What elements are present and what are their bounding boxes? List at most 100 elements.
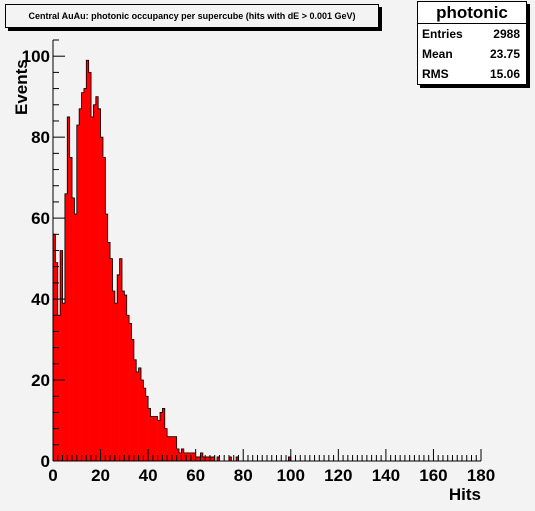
histogram-bin — [193, 452, 196, 461]
histogram-bin — [62, 303, 66, 461]
x-tick-label: 180 — [467, 466, 495, 485]
histogram-bin — [190, 452, 194, 461]
histogram-bin — [186, 452, 189, 461]
histogram-bin — [171, 436, 175, 461]
histogram-bin — [138, 367, 142, 461]
histogram-bin — [183, 452, 187, 461]
stats-mean-value: 23.75 — [489, 47, 520, 61]
histogram-bin — [124, 295, 128, 461]
histogram-bin — [79, 108, 82, 461]
x-tick-label: 120 — [324, 466, 352, 485]
histogram-bin — [145, 396, 149, 461]
stats-mean-label: Mean — [422, 47, 453, 61]
histogram-bin — [121, 290, 125, 461]
histogram-bin — [105, 214, 108, 461]
y-tick-label: 20 — [31, 371, 50, 390]
x-axis-ticks: 0 20 40 60 80 100 120 140 160 180 — [48, 449, 495, 485]
stats-entries-row: Entries 2988 — [418, 24, 526, 44]
histogram-bin — [69, 157, 73, 461]
histogram-bin — [93, 104, 97, 462]
histogram-bin — [176, 448, 180, 461]
histogram-bin — [212, 456, 215, 461]
histogram-bars — [52, 59, 481, 462]
histogram-bin — [150, 416, 154, 461]
histogram-bin — [205, 456, 208, 461]
histogram-bin — [155, 416, 158, 461]
histogram-bin — [72, 197, 75, 461]
stats-rms-row: RMS 15.06 — [418, 64, 526, 84]
histogram-bin — [98, 108, 101, 461]
x-tick-label: 100 — [277, 466, 305, 485]
histogram-bin — [76, 125, 80, 461]
histogram-bin — [200, 452, 204, 461]
histogram-bin — [228, 456, 232, 461]
histogram-bin — [169, 436, 173, 461]
x-tick-label: 20 — [91, 466, 110, 485]
histogram-bin — [107, 242, 111, 461]
histogram-bin — [60, 250, 63, 461]
histogram-bin — [114, 303, 118, 461]
histogram-bin — [57, 315, 61, 461]
chart-title-text: Central AuAu: photonic occupancy per sup… — [28, 11, 356, 21]
histogram-bin — [140, 380, 144, 461]
y-tick-label: 40 — [31, 290, 50, 309]
histogram-bin — [162, 408, 166, 461]
histogram-bin — [129, 323, 132, 461]
histogram-bin — [131, 339, 135, 461]
histogram-bin — [174, 436, 177, 461]
histogram-bin — [181, 448, 185, 461]
histogram-bin — [102, 157, 106, 461]
x-axis-label: Hits — [449, 485, 481, 504]
histogram-bin — [236, 456, 239, 461]
histogram-bin — [86, 60, 89, 461]
stats-mean-row: Mean 23.75 — [418, 44, 526, 64]
histogram-bin — [88, 72, 92, 461]
stats-rms-value: 15.06 — [489, 67, 520, 81]
histogram-bin — [136, 371, 139, 461]
histogram-bin — [119, 258, 123, 461]
histogram-bin — [112, 290, 116, 461]
histogram-bin — [167, 436, 170, 461]
y-tick-label: 100 — [22, 47, 50, 66]
x-tick-label: 60 — [186, 466, 205, 485]
histogram-bin — [148, 408, 151, 461]
stats-name: photonic — [418, 2, 526, 24]
histogram-bin — [83, 88, 87, 462]
chart-title: Central AuAu: photonic occupancy per sup… — [5, 4, 379, 28]
stats-entries-value: 2988 — [493, 27, 520, 41]
histogram-bin — [164, 428, 168, 461]
y-axis-label: Events — [12, 59, 31, 115]
x-tick-label: 0 — [48, 466, 57, 485]
histogram-bin — [67, 116, 70, 462]
stats-entries-label: Entries — [422, 27, 463, 41]
y-axis-ticks: 0 20 40 60 80 100 — [22, 39, 65, 471]
x-tick-label: 40 — [139, 466, 158, 485]
histogram-bin — [152, 416, 156, 461]
stats-rms-label: RMS — [422, 67, 449, 81]
y-tick-label: 0 — [41, 452, 50, 471]
y-tick-label: 80 — [31, 128, 50, 147]
histogram-bin — [95, 96, 99, 461]
histogram-bin — [288, 456, 292, 461]
histogram-bin — [55, 262, 59, 461]
x-tick-label: 160 — [419, 466, 447, 485]
histogram-bin — [110, 258, 113, 461]
histogram-bin — [209, 456, 213, 461]
histogram-bin — [179, 452, 182, 461]
histogram-bin — [91, 116, 94, 462]
histogram-bin — [74, 214, 78, 461]
x-tick-label: 140 — [372, 466, 400, 485]
histogram-bin — [133, 359, 137, 461]
histogram-bin — [157, 420, 161, 461]
histogram-bin — [217, 456, 220, 461]
stats-box: photonic Entries 2988 Mean 23.75 RMS 15.… — [417, 1, 527, 85]
histogram-bin — [100, 137, 104, 461]
histogram-bin — [126, 315, 130, 461]
histogram-bin — [143, 388, 147, 461]
histogram-bin — [207, 456, 211, 461]
y-tick-label: 60 — [31, 209, 50, 228]
x-tick-label: 80 — [234, 466, 253, 485]
histogram-bin — [81, 92, 85, 461]
histogram-bin — [117, 274, 120, 461]
